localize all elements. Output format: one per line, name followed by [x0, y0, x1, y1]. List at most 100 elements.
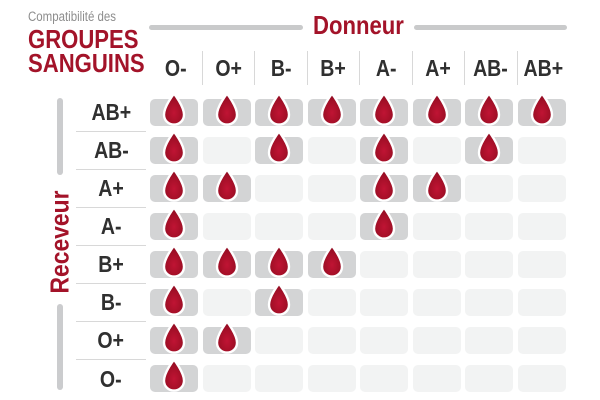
grid-row-O+: [150, 320, 566, 360]
blood-drop-icon: [320, 92, 343, 126]
compat-cell-A--from-O-: [150, 206, 198, 240]
donor-col-header-AB+: AB+: [518, 51, 571, 85]
compat-cell-B--from-B-: [255, 282, 303, 316]
blood-drop-icon: [267, 244, 291, 278]
compat-cell-AB--from-O-: [150, 130, 198, 164]
donor-col-header-B+: B+: [308, 51, 360, 85]
chart-subtitle-text: Compatibilité des: [28, 9, 117, 24]
donor-col-header-label: B-: [270, 54, 292, 81]
grid-row-A+: [150, 168, 566, 208]
receiver-row-header-label: A+: [98, 175, 124, 201]
receiver-axis-rule-bottom: [57, 304, 63, 390]
compat-cell-AB+-from-A-: [360, 92, 408, 126]
blood-drop-icon: [530, 92, 553, 126]
donor-axis-rule-right: [414, 25, 567, 30]
donor-col-header-label: O+: [214, 54, 242, 81]
compat-cell-O+-from-AB+: [517, 327, 566, 354]
blood-drop-icon: [477, 92, 501, 126]
blood-drop-icon: [162, 244, 186, 278]
compat-cell-O--from-B+: [307, 365, 356, 392]
blood-drop-icon: [372, 92, 396, 126]
compatibility-grid: [150, 92, 566, 398]
compat-cell-B+-from-A-: [360, 251, 408, 278]
compat-cell-A+-from-O-: [150, 168, 198, 202]
chart-title-line2-text: SANGUINS: [28, 48, 145, 78]
compat-cell-O+-from-O-: [150, 320, 198, 354]
chart-title-line2: SANGUINS: [28, 48, 165, 78]
receiver-row-header-label: A-: [100, 213, 122, 239]
donor-col-header-AB-: AB-: [465, 51, 518, 85]
compat-cell-A--from-A+: [412, 213, 461, 240]
compat-cell-B+-from-O+: [202, 244, 251, 278]
blood-drop-icon: [477, 130, 501, 164]
compat-cell-AB+-from-AB-: [465, 92, 513, 126]
compat-cell-AB--from-AB+: [517, 137, 566, 164]
donor-col-header-B-: B-: [255, 51, 308, 85]
receiver-row-header-O-: O-: [76, 360, 146, 398]
compat-cell-AB+-from-AB+: [517, 92, 566, 126]
compat-cell-O+-from-O+: [202, 320, 251, 354]
donor-axis-label: Donneur: [298, 10, 418, 41]
compat-cell-O--from-AB-: [465, 365, 513, 392]
compat-cell-A+-from-O+: [202, 168, 251, 202]
blood-drop-icon: [425, 92, 448, 126]
compat-cell-A+-from-AB-: [465, 175, 513, 202]
blood-drop-icon: [372, 130, 396, 164]
compat-cell-B--from-O-: [150, 282, 198, 316]
compat-cell-A--from-AB-: [465, 213, 513, 240]
compat-cell-O+-from-A-: [360, 327, 408, 354]
receiver-row-header-A+: A+: [76, 170, 146, 208]
compat-cell-B+-from-A+: [412, 251, 461, 278]
compat-cell-A+-from-AB+: [517, 175, 566, 202]
chart-title-line1-text: GROUPES: [28, 24, 139, 54]
compat-cell-B--from-AB+: [517, 289, 566, 316]
grid-row-B+: [150, 244, 566, 284]
compat-cell-O--from-O-: [150, 358, 198, 392]
donor-col-header-label: AB+: [523, 54, 564, 81]
compat-cell-B+-from-B-: [255, 244, 303, 278]
compat-cell-O--from-O+: [202, 365, 251, 392]
compat-cell-AB+-from-B+: [307, 92, 356, 126]
compat-cell-AB+-from-B-: [255, 92, 303, 126]
compat-cell-A--from-O+: [202, 213, 251, 240]
compat-cell-AB--from-O+: [202, 137, 251, 164]
receiver-row-header-AB+: AB+: [76, 94, 146, 132]
blood-drop-icon: [267, 92, 291, 126]
chart-subtitle: Compatibilité des: [28, 9, 165, 24]
receiver-row-header-label: B-: [100, 289, 122, 315]
compat-cell-B--from-A+: [412, 289, 461, 316]
blood-drop-icon: [162, 168, 186, 202]
compat-cell-AB+-from-A+: [412, 92, 461, 126]
donor-axis-label-text: Donneur: [312, 10, 404, 40]
compat-cell-AB+-from-O-: [150, 92, 198, 126]
chart-title-line1: GROUPES: [28, 24, 165, 54]
compat-cell-A--from-A-: [360, 206, 408, 240]
compat-cell-AB--from-A-: [360, 130, 408, 164]
donor-axis-rule-left: [149, 25, 303, 30]
receiver-row-header-label: B+: [98, 251, 124, 277]
compat-cell-AB--from-A+: [412, 137, 461, 164]
compat-cell-B+-from-AB+: [517, 251, 566, 278]
receiver-row-header-label: AB-: [93, 137, 129, 163]
compat-cell-AB--from-B-: [255, 130, 303, 164]
blood-drop-icon: [162, 358, 186, 392]
receiver-row-header-B-: B-: [76, 284, 146, 322]
receiver-row-header-label: O-: [100, 365, 122, 392]
donor-col-header-label: A-: [375, 54, 397, 81]
compat-cell-B+-from-B+: [307, 244, 356, 278]
blood-drop-icon: [320, 244, 343, 278]
blood-drop-icon: [162, 282, 186, 316]
grid-row-A-: [150, 206, 566, 246]
compat-cell-O+-from-AB-: [465, 327, 513, 354]
compat-cell-B+-from-O-: [150, 244, 198, 278]
compat-cell-O+-from-A+: [412, 327, 461, 354]
chart-title: Compatibilité des GROUPES SANGUINS: [28, 9, 165, 78]
compat-cell-A+-from-B+: [307, 175, 356, 202]
receiver-row-header-B+: B+: [76, 246, 146, 284]
receiver-row-headers: AB+ AB- A+ A- B+ B- O+ O-: [76, 94, 146, 398]
compat-cell-B+-from-AB-: [465, 251, 513, 278]
compat-cell-A--from-B+: [307, 213, 356, 240]
receiver-row-header-O+: O+: [76, 322, 146, 360]
receiver-row-header-label: O+: [97, 327, 125, 353]
